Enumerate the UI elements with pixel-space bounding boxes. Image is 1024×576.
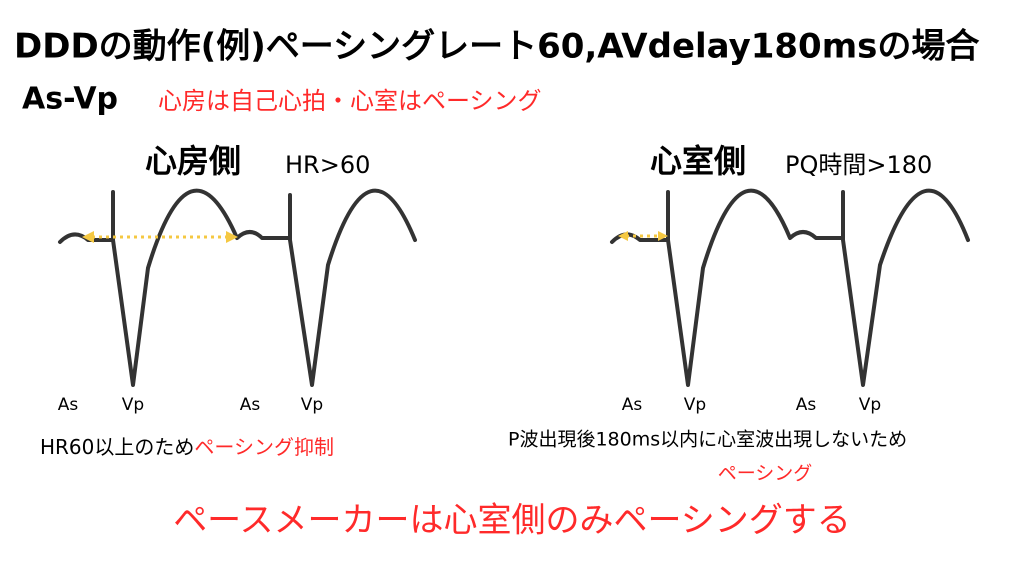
wave-label: Vp (859, 395, 881, 415)
panel-heading: 心室側 (650, 142, 746, 180)
panel-caption: HR60以上のためペーシング抑制 (40, 435, 334, 459)
caption: HR60以上のため (40, 435, 194, 459)
ecg-wave (58, 188, 417, 387)
mode-note: 心房は自己心拍・心室はペーシング (158, 87, 542, 115)
panel-caption: P波出現後180ms以内に心室波出現しないため (508, 429, 907, 451)
arrow-head (226, 231, 238, 243)
panel-condition: HR>60 (285, 151, 370, 179)
wave-label: Vp (684, 395, 706, 415)
wave-label: As (796, 395, 817, 415)
title: DDDの動作(例)ペーシングレート60,AVdelay180msの場合 (14, 27, 979, 67)
conclusion: ペースメーカーは心室側のみペーシングする (173, 501, 851, 541)
arrow-head (82, 231, 94, 243)
wave-label: As (622, 395, 643, 415)
wave-label: As (240, 395, 261, 415)
arrow-head (658, 231, 668, 241)
panel-heading: 心房側 (145, 142, 241, 180)
wave-label: As (58, 395, 79, 415)
caption-result: ペーシング抑制 (194, 435, 334, 459)
panel-condition: PQ時間>180 (785, 151, 932, 179)
caption-result: ペーシング (718, 463, 813, 485)
arrow-head (618, 231, 628, 241)
mode: As-Vp (22, 82, 118, 117)
wave-label: Vp (122, 395, 144, 415)
wave-label: Vp (301, 395, 323, 415)
